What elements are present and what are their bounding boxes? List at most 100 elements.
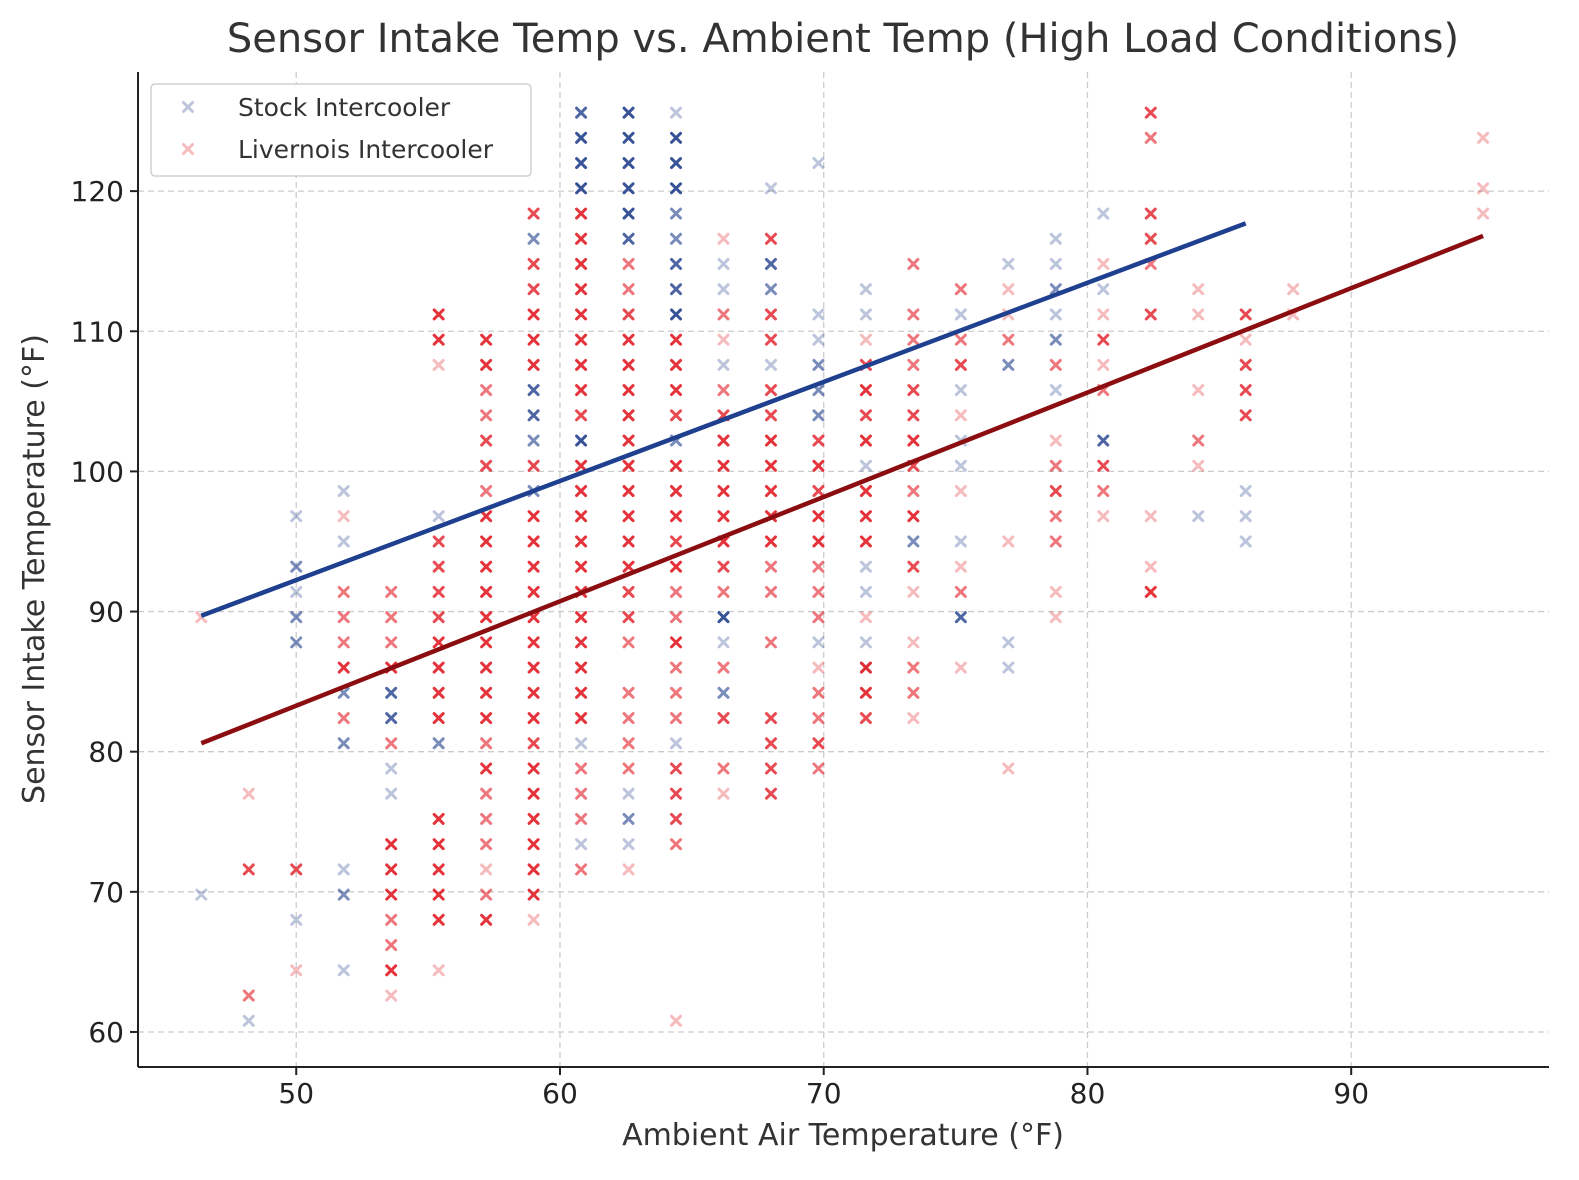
livernois-point	[527, 661, 540, 674]
livernois-point	[337, 611, 350, 624]
livernois-point	[907, 712, 920, 725]
stock-point	[195, 888, 208, 901]
livernois-point	[1049, 434, 1062, 447]
livernois-point	[907, 661, 920, 674]
livernois-point	[622, 257, 635, 270]
livernois-point	[480, 611, 493, 624]
livernois-point	[1192, 384, 1205, 397]
stock-point	[527, 232, 540, 245]
livernois-point	[907, 510, 920, 523]
stock-point	[954, 535, 967, 548]
livernois-point	[527, 333, 540, 346]
livernois-point	[670, 585, 683, 598]
livernois-point	[859, 485, 872, 498]
livernois-point	[1002, 762, 1015, 775]
stock-point	[717, 257, 730, 270]
livernois-point	[480, 888, 493, 901]
livernois-point	[764, 384, 777, 397]
stock-point	[907, 535, 920, 548]
stock-point	[337, 888, 350, 901]
legend-marker-stock	[182, 101, 194, 113]
stock-point	[622, 787, 635, 800]
livernois-point	[764, 409, 777, 422]
livernois-point	[480, 358, 493, 371]
stock-point	[622, 232, 635, 245]
livernois-point	[907, 308, 920, 321]
livernois-point	[812, 611, 825, 624]
livernois-point	[717, 560, 730, 573]
livernois-point	[527, 510, 540, 523]
livernois-point	[1097, 485, 1110, 498]
stock-point	[337, 964, 350, 977]
livernois-point	[1144, 131, 1157, 144]
stock-point	[670, 232, 683, 245]
livernois-point	[670, 787, 683, 800]
livernois-point	[527, 888, 540, 901]
livernois-point	[527, 207, 540, 220]
livernois-point	[385, 585, 398, 598]
legend-x-stock	[182, 101, 194, 113]
livernois-point	[337, 510, 350, 523]
livernois-point	[1239, 409, 1252, 422]
livernois-point	[242, 989, 255, 1002]
livernois-point	[622, 384, 635, 397]
livernois-point	[480, 737, 493, 750]
stock-point	[1097, 283, 1110, 296]
stock-point	[290, 560, 303, 573]
stock-point	[859, 459, 872, 472]
livernois-point	[1239, 358, 1252, 371]
livernois-point	[1477, 131, 1490, 144]
livernois-point	[1192, 283, 1205, 296]
livernois-point	[812, 535, 825, 548]
stock-point	[1192, 510, 1205, 523]
livernois-point	[717, 459, 730, 472]
livernois-point	[670, 838, 683, 851]
livernois-point	[717, 232, 730, 245]
livernois-point	[907, 257, 920, 270]
livernois-point	[1192, 459, 1205, 472]
livernois-point	[764, 762, 777, 775]
ticks: 50 60 70 80 90 60 70 80 90 100 110 120	[71, 175, 1369, 1110]
livernois-point	[622, 585, 635, 598]
livernois-point	[670, 1014, 683, 1027]
livernois-point	[480, 560, 493, 573]
livernois-point	[1477, 207, 1490, 220]
livernois-point	[622, 712, 635, 725]
livernois-point	[575, 257, 588, 270]
livernois-point	[717, 661, 730, 674]
livernois-trendline	[200, 233, 1484, 746]
livernois-point	[385, 888, 398, 901]
livernois-point	[432, 560, 445, 573]
livernois-point	[859, 434, 872, 447]
livernois-point	[622, 485, 635, 498]
stock-point	[717, 686, 730, 699]
livernois-point	[480, 485, 493, 498]
livernois-point	[670, 712, 683, 725]
stock-point	[670, 157, 683, 170]
stock-point	[622, 157, 635, 170]
livernois-point	[812, 459, 825, 472]
livernois-point	[622, 283, 635, 296]
livernois-point	[575, 686, 588, 699]
stock-point	[1239, 510, 1252, 523]
livernois-point	[1144, 232, 1157, 245]
livernois-point	[812, 686, 825, 699]
stock-point	[432, 510, 445, 523]
livernois-point	[527, 812, 540, 825]
livernois-point	[859, 535, 872, 548]
livernois-point	[1049, 585, 1062, 598]
livernois-point	[1239, 333, 1252, 346]
stock-point	[622, 182, 635, 195]
livernois-point	[670, 333, 683, 346]
livernois-point	[907, 686, 920, 699]
livernois-point	[1049, 510, 1062, 523]
livernois-point	[385, 611, 398, 624]
livernois-point	[385, 636, 398, 649]
stock-point	[954, 308, 967, 321]
stock-point	[290, 611, 303, 624]
livernois-point	[575, 535, 588, 548]
livernois-point	[1192, 308, 1205, 321]
livernois-point	[385, 989, 398, 1002]
livernois-point	[1287, 283, 1300, 296]
